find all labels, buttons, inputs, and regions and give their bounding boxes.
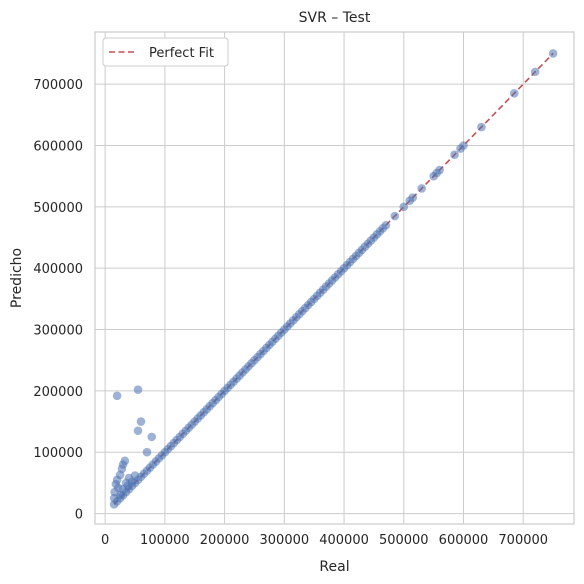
- y-tick-label-3: 300000: [33, 324, 83, 339]
- legend-label: Perfect Fit: [149, 46, 214, 61]
- legend-box: [102, 37, 229, 67]
- data-point-95: [408, 193, 418, 202]
- x-tick-label-0: 0: [101, 533, 109, 548]
- data-point-110: [133, 426, 143, 436]
- x-tick-label-5: 500000: [379, 533, 429, 548]
- data-point-126: [130, 471, 140, 480]
- legend: Perfect Fit: [102, 37, 229, 67]
- chart-title: SVR – Test: [299, 10, 371, 26]
- y-tick-label-7: 700000: [33, 78, 83, 93]
- data-point-107: [112, 391, 122, 401]
- data-point-93: [399, 202, 409, 212]
- data-point-96: [417, 184, 426, 193]
- data-point-128: [123, 481, 133, 491]
- data-point-111: [147, 432, 157, 442]
- data-point-106: [548, 49, 558, 58]
- data-point-100: [450, 150, 459, 159]
- x-tick-label-1: 100000: [140, 533, 190, 548]
- x-tick-label-6: 600000: [439, 533, 489, 548]
- y-axis-title: Predicho: [9, 248, 25, 308]
- plot-frame: [94, 31, 575, 525]
- data-points: [109, 49, 558, 509]
- y-tick-label-6: 600000: [33, 139, 83, 154]
- data-point-122: [109, 493, 119, 503]
- y-tick-label-2: 200000: [33, 385, 83, 400]
- x-tick-label-7: 700000: [498, 533, 548, 548]
- data-point-105: [530, 67, 540, 77]
- x-axis-title: Real: [319, 559, 349, 575]
- data-point-109: [136, 417, 146, 426]
- y-tick-label-4: 400000: [33, 262, 83, 277]
- data-point-99: [435, 165, 444, 175]
- x-tick-label-3: 300000: [260, 533, 310, 548]
- x-tick-label-2: 200000: [200, 533, 250, 548]
- data-point-104: [509, 89, 519, 98]
- y-tick-label-5: 500000: [33, 201, 83, 216]
- tick-labels: 0 100000 200000 300000 400000 500000 600000 700…: [33, 78, 548, 548]
- data-point-112: [142, 447, 152, 457]
- data-point-103: [477, 122, 486, 132]
- grid-lines: [95, 32, 574, 524]
- y-tick-label-0: 0: [75, 508, 83, 523]
- y-tick-label-1: 100000: [33, 446, 83, 461]
- data-point-102: [459, 141, 468, 150]
- data-point-92: [390, 211, 400, 221]
- data-point-91: [381, 220, 391, 230]
- x-tick-label-4: 400000: [319, 533, 369, 548]
- data-point-108: [133, 385, 143, 394]
